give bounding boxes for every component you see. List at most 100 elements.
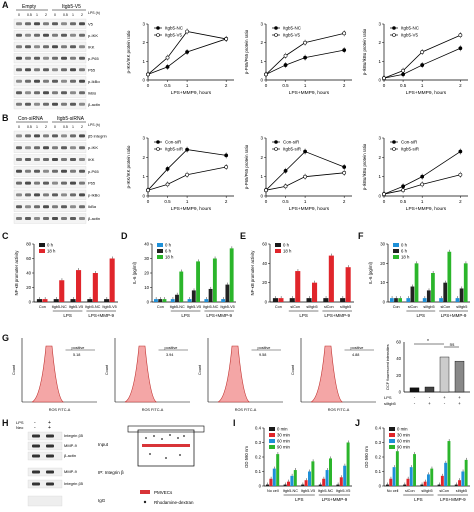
blot-band (32, 454, 40, 458)
y-tick-label: 0.4 (375, 426, 382, 431)
bar (345, 267, 351, 302)
bar (458, 480, 461, 486)
blot-band (79, 205, 85, 209)
blot-band (79, 91, 85, 95)
blot-band (43, 146, 49, 150)
y-tick-label: 40 (396, 356, 401, 361)
blot-strip (27, 467, 63, 477)
blot-time-label: 0.5 (63, 13, 68, 17)
legend-label: 0 h (165, 243, 172, 248)
blot-strip (13, 99, 87, 110)
blot-band (61, 33, 67, 37)
blot-band (25, 22, 31, 26)
blot-band (16, 134, 22, 138)
bar (455, 298, 460, 302)
bar (426, 290, 431, 302)
blot-band (16, 68, 22, 72)
y-tick-label: 0.1 (255, 469, 262, 474)
legend-label: Itgb5-NC (283, 26, 302, 31)
blot-band (32, 470, 40, 474)
blot-section-label: Input (98, 442, 109, 447)
legend-label: 0 h (47, 243, 54, 248)
blot-time-label: 2 (45, 125, 47, 129)
data-point (283, 63, 288, 67)
bar (289, 298, 295, 302)
data-point (458, 46, 463, 51)
bar (179, 271, 184, 302)
series-line (265, 32, 345, 75)
blot-band (43, 79, 49, 83)
blot-section-label: IgG (98, 498, 106, 503)
y-axis-label: p-IKK/IKK protein ratio (126, 145, 131, 188)
bar (92, 273, 98, 302)
blot-band (46, 434, 54, 438)
row-lps-sign: - (429, 395, 431, 400)
blot-band (34, 91, 40, 95)
blot-b-treatment-label: LPS (h) (88, 123, 100, 127)
panel-letter-b: B (2, 113, 9, 123)
y-tick-label: 0.4 (255, 426, 262, 431)
y-tick-label: 1 (378, 174, 381, 179)
y-axis-label: IL-6 (pg/ml) (132, 261, 137, 284)
blot-band (43, 102, 49, 106)
blot-band (70, 158, 76, 161)
blot-band (25, 91, 31, 95)
y-tick-label: 30 (380, 242, 385, 247)
legend-marker (274, 26, 278, 30)
category-label: siItgb5 (456, 305, 467, 309)
blot-band (43, 68, 49, 72)
blot-strip (13, 64, 87, 75)
y-tick-label: 2 (378, 40, 381, 45)
x-tick-label: 1 (304, 83, 307, 88)
blot-band-label: β-actin (88, 102, 100, 107)
blot-strip (27, 431, 63, 441)
bar (325, 470, 329, 486)
legend-swatch (275, 249, 281, 253)
bar (318, 484, 322, 486)
y-axis-label: OD 590 nm (364, 446, 369, 468)
blot-band (79, 134, 85, 138)
legend-swatch (393, 243, 399, 247)
y-tick-label: 0 (142, 194, 145, 199)
blot-band (25, 45, 31, 49)
bar (413, 454, 416, 486)
category-label: No cell (387, 489, 399, 493)
x-tick-label: 1 (186, 199, 189, 204)
blot-band (70, 102, 76, 106)
y-tick-label: 80 (26, 242, 31, 247)
category-label: No cell (267, 489, 279, 493)
blot-h-row-lps: LPS (16, 420, 24, 425)
blot-band (34, 33, 40, 37)
x-axis-label: ROS FITC-A (235, 408, 257, 412)
legend-label: 0 h (283, 243, 290, 248)
blot-band (25, 79, 31, 83)
category-label: Itgb5-V5 (102, 305, 116, 309)
y-tick-label: 60 (396, 340, 401, 345)
bar (311, 461, 315, 486)
bar (87, 299, 93, 302)
bar (187, 299, 192, 302)
blot-strip (13, 76, 87, 87)
legend-label: 6 h (401, 249, 408, 254)
bar (208, 288, 213, 302)
row-si-sign: - (414, 401, 416, 406)
bar (443, 282, 448, 302)
legend-swatch (389, 433, 395, 437)
data-point (303, 40, 307, 45)
x-tick-label: 0.5 (164, 83, 171, 88)
data-point (420, 50, 425, 54)
data-point (224, 37, 229, 41)
y-tick-label: 0 (399, 390, 402, 395)
category-label: siItgb5 (456, 489, 467, 493)
blot-band (34, 217, 40, 220)
series-line (147, 149, 227, 191)
blot-band (70, 146, 76, 150)
blot-band (16, 181, 22, 185)
blot-band (32, 482, 40, 486)
row-si-sign: + (428, 401, 431, 406)
x-axis-label: LPS+MMP9, hours (171, 206, 212, 212)
y-axis-label: Count (12, 364, 16, 375)
bar (437, 484, 441, 486)
